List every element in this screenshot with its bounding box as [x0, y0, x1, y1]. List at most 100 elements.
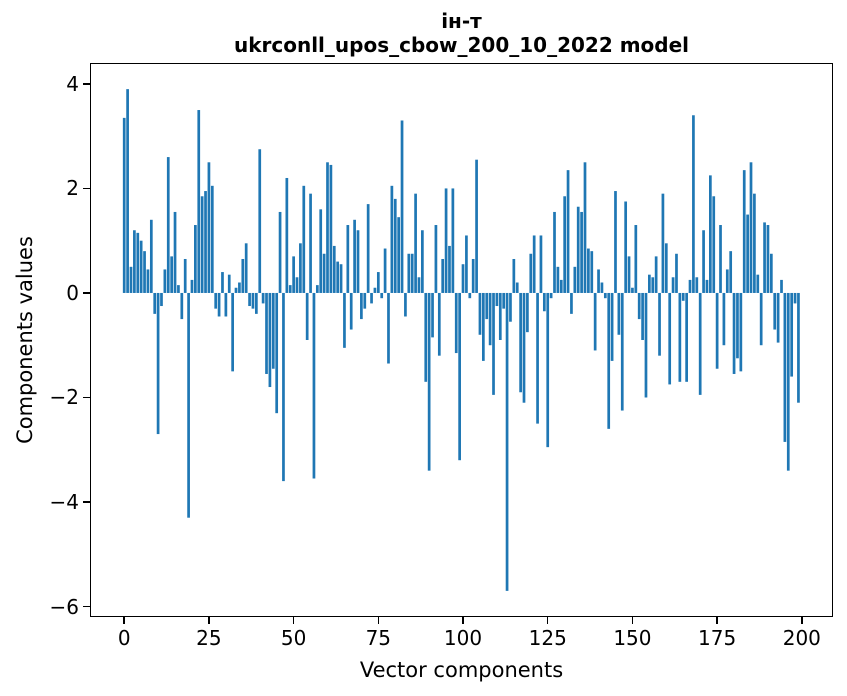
bar	[505, 292, 509, 591]
bar	[424, 292, 428, 382]
bar	[139, 240, 143, 293]
bar	[495, 292, 499, 307]
y-tick-mark	[83, 187, 90, 190]
bar	[786, 292, 790, 471]
bar	[532, 235, 536, 293]
bar	[356, 230, 360, 293]
bar	[576, 206, 580, 293]
bar	[295, 277, 299, 293]
bar	[322, 253, 326, 293]
bar	[454, 292, 458, 354]
bar	[478, 292, 482, 335]
bar	[563, 196, 567, 293]
bar	[299, 243, 302, 293]
bar	[285, 177, 289, 293]
bar	[204, 191, 207, 293]
bar	[526, 292, 529, 333]
bar	[265, 292, 268, 374]
bar	[224, 292, 228, 317]
bar	[722, 292, 726, 346]
bar	[488, 292, 492, 346]
bar	[719, 225, 722, 293]
bar	[410, 253, 414, 293]
x-tick-mark	[123, 617, 125, 624]
bar	[732, 292, 736, 374]
bar	[614, 191, 617, 293]
chart-title: ін-т ukrconll_upos_cbow_200_10_2022 mode…	[90, 9, 833, 57]
bar	[302, 185, 306, 293]
bar	[414, 193, 417, 293]
bar	[373, 287, 377, 293]
bar	[187, 292, 190, 518]
bar	[326, 162, 329, 293]
bar	[759, 292, 763, 346]
bar	[248, 292, 251, 307]
bar	[210, 185, 214, 293]
y-tick-mark	[83, 396, 90, 399]
bar	[407, 253, 411, 293]
bar	[143, 251, 146, 293]
bar	[688, 279, 692, 293]
bar	[763, 222, 766, 293]
bar	[156, 292, 160, 435]
bar	[244, 243, 248, 293]
y-tick-label: −6	[49, 594, 79, 619]
bar	[315, 285, 319, 293]
bar	[648, 274, 651, 293]
y-tick-label: 4	[66, 71, 79, 96]
bar	[417, 277, 421, 293]
x-tick-label: 200	[782, 626, 821, 650]
bar	[166, 157, 170, 293]
bar	[695, 277, 699, 293]
bar	[600, 282, 604, 293]
bar	[177, 285, 180, 293]
bar	[349, 292, 353, 330]
bar	[603, 292, 607, 299]
bar	[427, 292, 431, 471]
bar	[170, 256, 174, 293]
bar	[431, 292, 434, 338]
bar	[363, 292, 367, 309]
bar	[661, 193, 665, 293]
bar	[421, 230, 424, 293]
bar	[400, 120, 404, 293]
bar	[556, 266, 560, 293]
bar	[194, 225, 197, 293]
bar	[458, 292, 461, 461]
bar	[404, 292, 407, 317]
bar	[332, 245, 336, 293]
x-tick-mark	[546, 617, 549, 624]
bar	[549, 292, 553, 299]
bar	[668, 292, 672, 385]
x-axis-label: Vector components	[359, 658, 564, 682]
bar	[278, 211, 282, 293]
x-tick-label: 100	[443, 626, 483, 650]
bar	[461, 264, 465, 293]
bar	[539, 235, 543, 293]
bar	[566, 170, 570, 293]
bar	[133, 230, 136, 293]
bar	[227, 274, 231, 293]
x-tick-mark	[208, 617, 210, 624]
bar	[671, 277, 675, 293]
x-tick-mark	[716, 617, 718, 624]
bar	[624, 201, 628, 293]
bar	[692, 115, 695, 293]
bar	[383, 248, 387, 293]
bar	[570, 292, 573, 314]
bar	[305, 292, 309, 340]
bar	[729, 251, 733, 293]
bar	[393, 198, 397, 293]
bar	[769, 253, 773, 293]
x-tick-label: 0	[117, 626, 131, 650]
bar	[129, 266, 133, 293]
bar	[766, 225, 770, 293]
bar	[346, 225, 350, 293]
bar	[214, 292, 218, 309]
bar	[360, 292, 363, 320]
bar	[437, 292, 441, 356]
bar	[234, 287, 238, 293]
bar	[180, 292, 184, 320]
y-tick-mark	[83, 292, 90, 294]
